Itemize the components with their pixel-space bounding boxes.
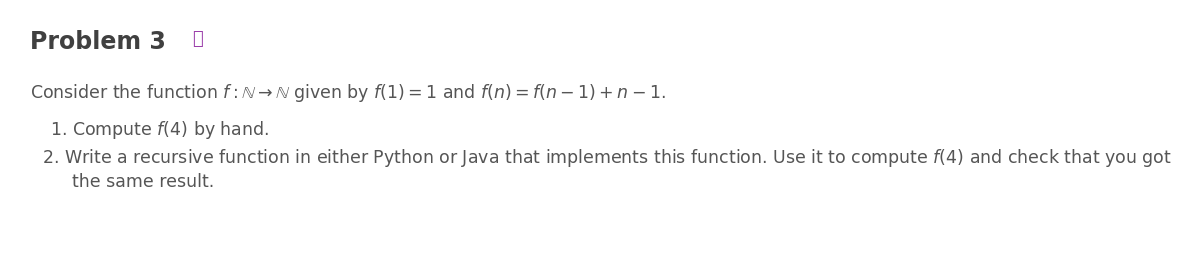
- Text: the same result.: the same result.: [72, 173, 215, 191]
- Text: 1. Compute $f(4)$ by hand.: 1. Compute $f(4)$ by hand.: [50, 119, 269, 141]
- Text: 2. Write a recursive function in either Python or Java that implements this func: 2. Write a recursive function in either …: [42, 147, 1172, 169]
- Text: 🔗: 🔗: [192, 30, 203, 48]
- Text: Problem 3: Problem 3: [30, 30, 166, 54]
- Text: Consider the function $f : \mathbb{N} \rightarrow \mathbb{N}$ given by $f(1) = 1: Consider the function $f : \mathbb{N} \r…: [30, 82, 666, 104]
